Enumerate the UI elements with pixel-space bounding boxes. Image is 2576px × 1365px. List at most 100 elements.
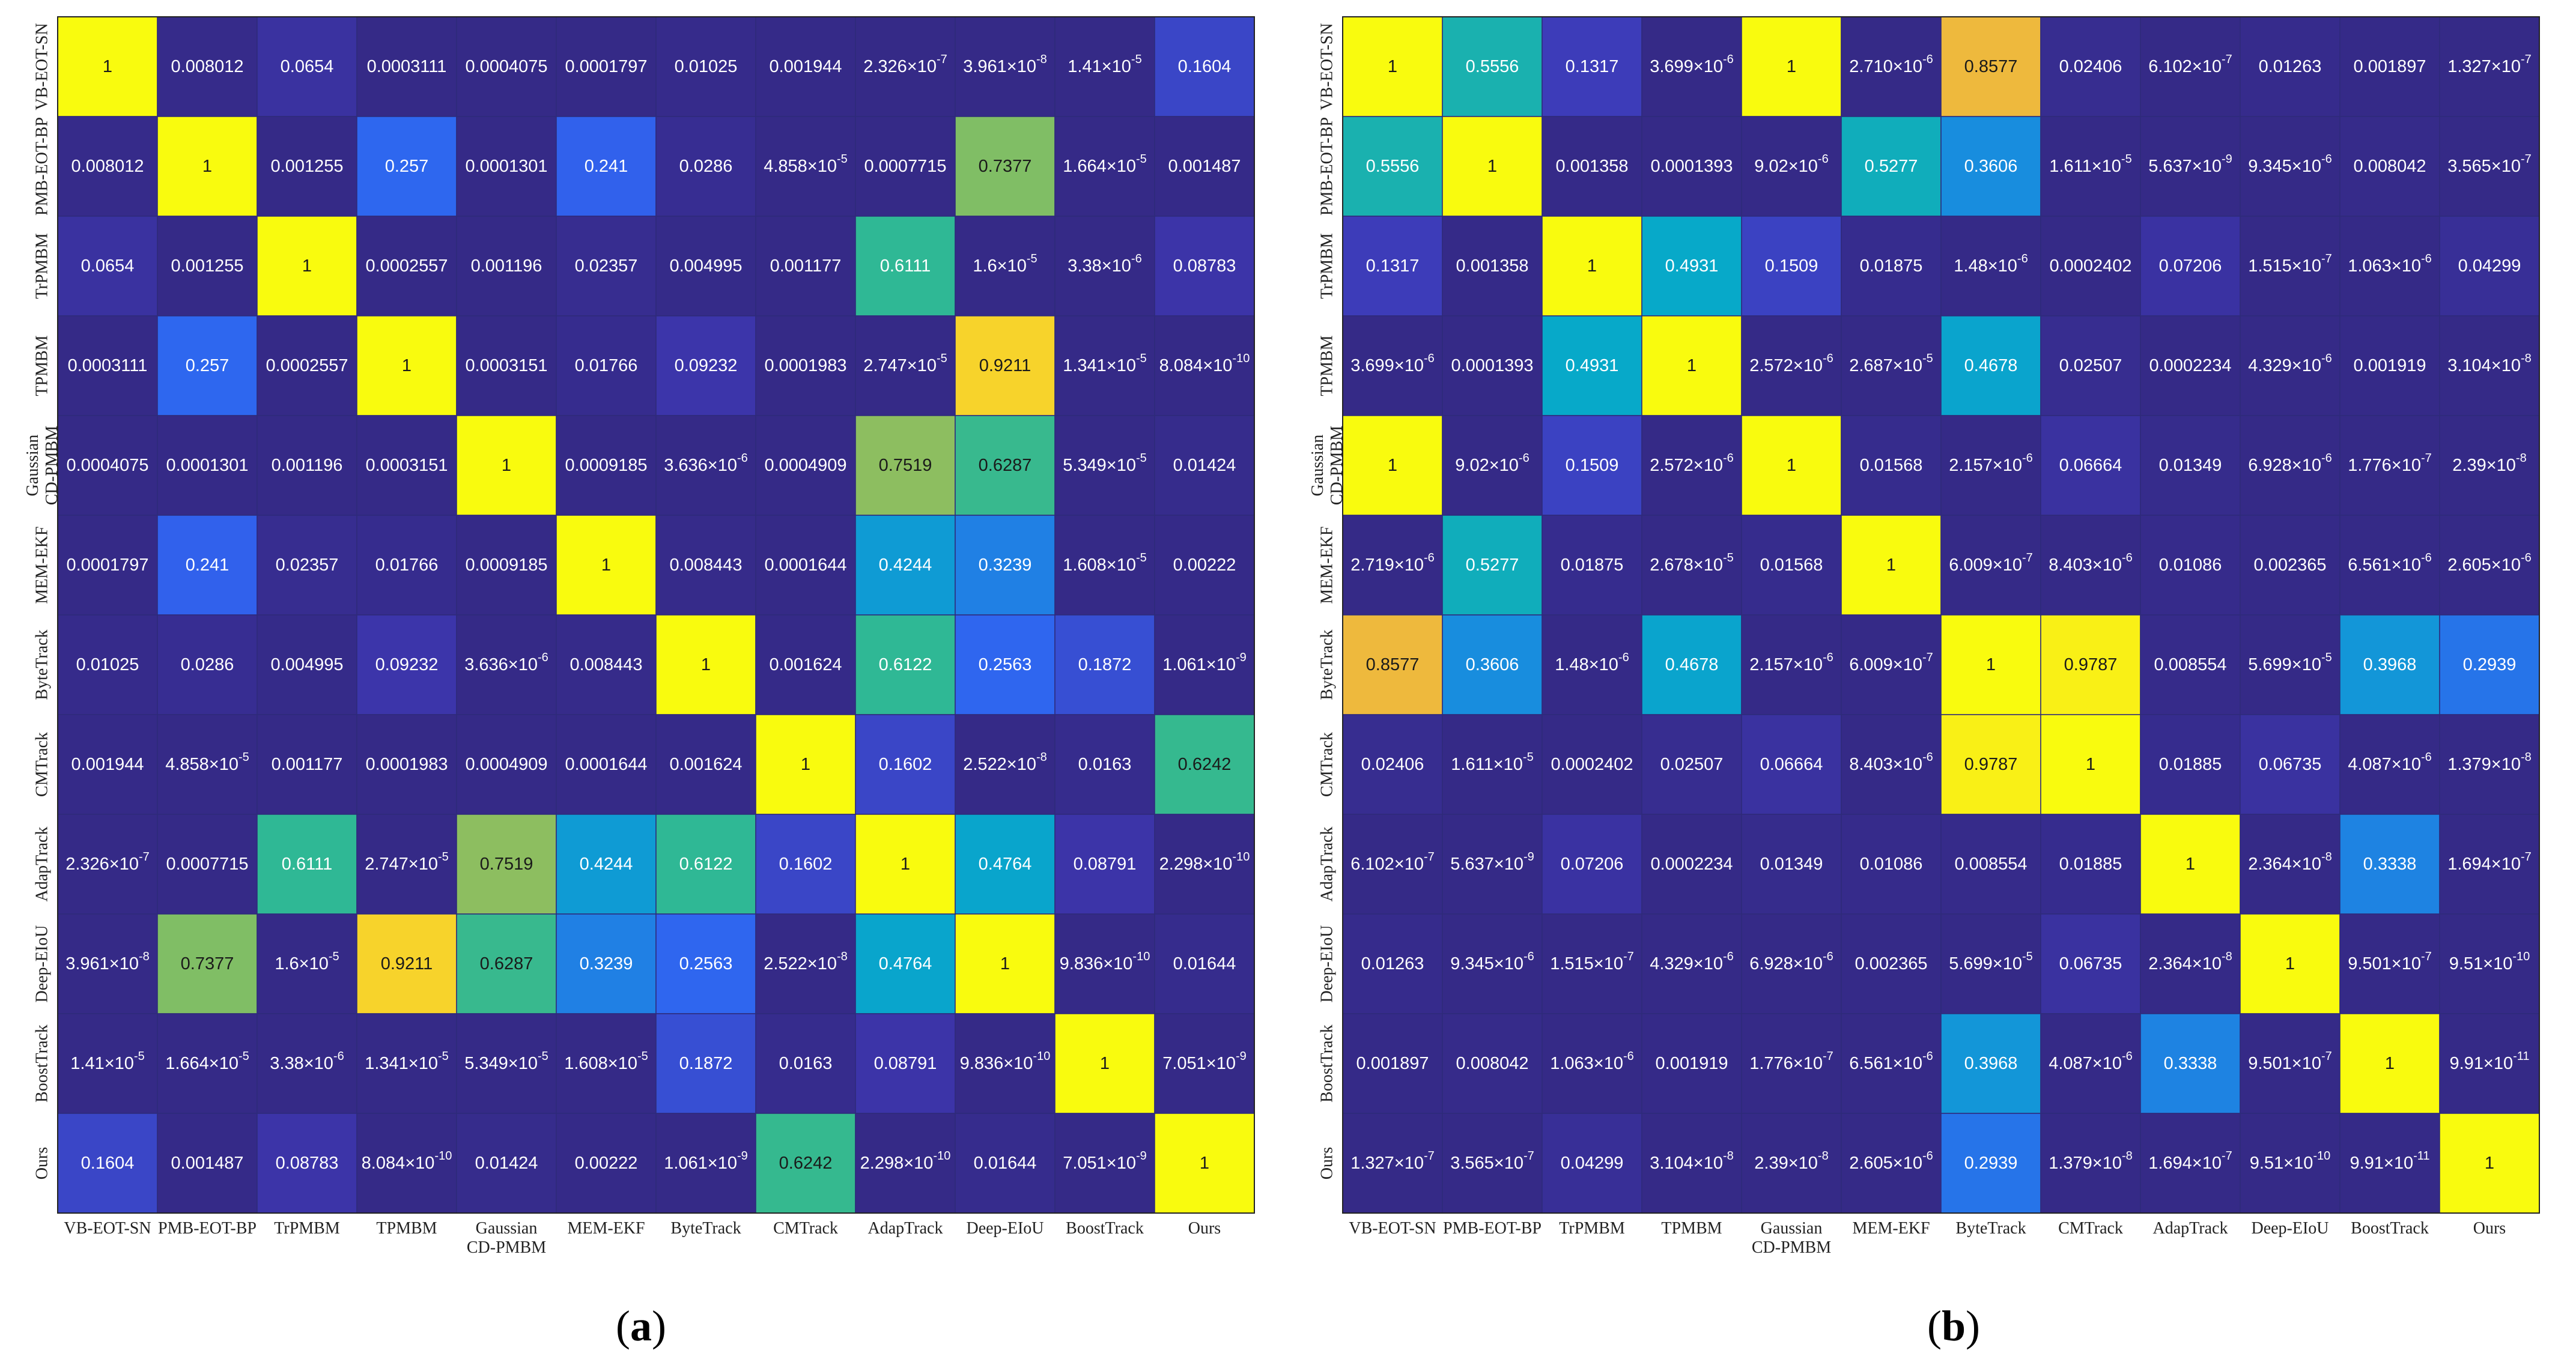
cell-value-label: 9.02×10-6 [1754,153,1828,176]
heatmap-cell [257,216,357,316]
heatmap-cell [855,116,956,217]
heatmap-cell [955,1113,1056,1214]
heatmap-frame [57,16,1255,1214]
panel-caption: (a) [616,1302,666,1350]
cell-value-label: 1.341×10-5 [365,1050,449,1073]
cell-value-label: 0.00222 [575,1154,638,1173]
cell-value-label: 0.06664 [1760,755,1823,774]
heatmap-cell [1542,814,1642,915]
cell-value-label: 0.01349 [2159,456,2222,475]
cell-value-label: 1 [202,157,212,176]
heatmap-cell [456,913,557,1014]
cell-value-label: 9.51×10-10 [2250,1149,2331,1173]
heatmap-cell [1542,913,1642,1014]
cell-value-label: 0.6122 [879,655,932,674]
heatmap-cell [456,216,557,316]
cell-value-label: 0.7519 [879,456,932,475]
cell-value-label: 5.349×10-5 [464,1050,548,1073]
cell-value-label: 9.345×10-6 [2248,153,2332,176]
heatmap-cell [2339,116,2440,217]
heatmap-cell [356,415,457,516]
row-tick-label: VB-EOT-SN [1318,23,1337,110]
cell-value-label: 1 [402,356,412,375]
cell-value-label: 0.4678 [1665,655,1719,674]
heatmap-cell [2439,814,2540,915]
heatmap-cell [1641,913,1742,1014]
heatmap-cell [1054,1013,1155,1114]
heatmap-cell [655,714,756,815]
cell-value-label: 6.561×10-6 [2348,551,2432,575]
cell-value-label: 0.0001301 [465,157,547,176]
heatmap-cell [755,216,856,316]
cell-value-label: 2.710×10-6 [1849,53,1933,76]
cell-value-label: 8.403×10-6 [1849,751,1933,774]
cell-value-label: 0.3606 [1964,157,2018,176]
heatmap-cell [1442,1013,1543,1114]
cell-value-label: 0.3968 [1964,1054,2018,1073]
cell-value-label: 0.9787 [1964,755,2018,774]
cell-value-label: 0.01568 [1860,456,1923,475]
cell-value-label: 0.241 [585,157,628,176]
cell-value-label: 0.3239 [580,954,633,973]
cell-value-label: 0.7377 [181,954,234,973]
cell-value-label: 0.2563 [679,954,733,973]
heatmap-cell [1940,16,2041,117]
cell-value-label: 0.4931 [1566,356,1619,375]
heatmap-cell [1841,1013,1942,1114]
heatmap-cell [57,814,158,915]
cell-value-label: 0.008012 [171,57,244,76]
heatmap-cell [257,515,357,616]
cell-value-label: 2.157×10-6 [1949,452,2033,475]
cell-value-label: 0.0286 [181,655,234,674]
cell-value-label: 0.0003151 [465,356,547,375]
cell-value-label: 0.8577 [1964,57,2018,76]
cell-value-label: 8.403×10-6 [2049,551,2133,575]
heatmap-cell [2339,1013,2440,1114]
heatmap-cell [356,714,457,815]
cell-value-label: 1.608×10-5 [1063,551,1147,575]
cell-value-label: 1 [1100,1054,1110,1073]
cell-value-label: 3.636×10-6 [664,452,748,475]
cell-value-label: 1.061×10-9 [1162,651,1247,674]
column-tick-label: MEM-EKF [1852,1219,1930,1238]
cell-value-label: 1.608×10-5 [564,1050,648,1073]
cell-value-label: 0.9211 [979,356,1031,375]
heatmap-cell [1940,415,2041,516]
cell-value-label: 0.0001393 [1650,157,1733,176]
cell-value-label: 0.4244 [580,855,633,874]
cell-value-label: 2.678×10-5 [1650,551,1734,575]
cell-value-label: 2.747×10-5 [863,352,947,375]
cell-value-label: 0.08791 [1074,855,1137,874]
cell-value-label: 0.07206 [1561,855,1624,874]
heatmap-cell [1442,216,1543,316]
heatmap-cell [556,1113,657,1214]
heatmap-cell [1154,515,1255,616]
heatmap-cell [655,814,756,915]
cell-value-label: 7.051×10-9 [1162,1050,1247,1073]
heatmap-cell [2240,16,2341,117]
cell-value-label: 0.6111 [282,855,332,874]
cell-value-label: 0.5277 [1865,157,1918,176]
heatmap-cell [2140,1113,2241,1214]
heatmap-cell [2140,315,2241,416]
heatmap-cell [2040,614,2141,715]
cell-value-label: 0.0003151 [365,456,448,475]
heatmap-cell [1054,1113,1155,1214]
cell-value-label: 6.009×10-7 [1949,551,2033,575]
heatmap-cell [955,614,1056,715]
cell-value-label: 0.0002557 [365,256,448,276]
cell-value-label: 9.91×10-11 [2350,1149,2429,1173]
cell-value-label: 1 [1886,555,1896,575]
cell-value-label: 4.858×10-5 [165,751,249,774]
heatmap-cell [855,814,956,915]
cell-value-label: 0.0654 [81,256,135,276]
cell-value-label: 0.01349 [1760,855,1823,874]
heatmap-cell [1641,1113,1742,1214]
cell-value-label: 0.9211 [381,954,433,973]
cell-value-label: 5.699×10-5 [2248,651,2332,674]
cell-value-label: 6.102×10-7 [1350,850,1435,874]
heatmap-cell [2439,16,2540,117]
cell-value-label: 1 [601,555,611,575]
heatmap-cell [1442,1113,1543,1214]
